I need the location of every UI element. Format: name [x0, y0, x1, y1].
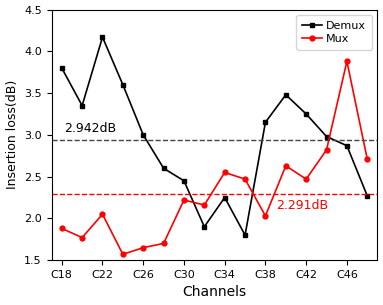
Demux: [365, 194, 370, 198]
Demux: [263, 120, 268, 124]
Demux: [141, 133, 146, 137]
Mux: [100, 212, 105, 216]
Mux: [263, 214, 268, 218]
Demux: [161, 167, 166, 170]
Line: Demux: Demux: [59, 35, 370, 238]
Mux: [223, 170, 227, 174]
Demux: [202, 225, 207, 228]
Demux: [182, 179, 186, 183]
X-axis label: Channels: Channels: [182, 285, 247, 300]
Mux: [345, 59, 349, 63]
Demux: [345, 144, 349, 148]
Demux: [223, 196, 227, 199]
Demux: [59, 66, 64, 70]
Mux: [243, 177, 247, 181]
Demux: [121, 83, 125, 87]
Mux: [121, 253, 125, 256]
Mux: [80, 236, 84, 239]
Y-axis label: Insertion loss(dB): Insertion loss(dB): [6, 80, 18, 189]
Line: Mux: Mux: [59, 59, 370, 257]
Mux: [182, 198, 186, 202]
Text: 2.291dB: 2.291dB: [277, 199, 329, 212]
Demux: [324, 135, 329, 138]
Mux: [324, 148, 329, 152]
Demux: [243, 233, 247, 237]
Demux: [283, 93, 288, 97]
Text: 2.942dB: 2.942dB: [65, 122, 117, 135]
Mux: [59, 227, 64, 230]
Mux: [283, 164, 288, 168]
Mux: [141, 246, 146, 249]
Legend: Demux, Mux: Demux, Mux: [296, 15, 372, 49]
Demux: [304, 112, 308, 116]
Mux: [304, 177, 308, 181]
Demux: [80, 104, 84, 107]
Demux: [100, 35, 105, 39]
Mux: [202, 203, 207, 207]
Mux: [161, 242, 166, 245]
Mux: [365, 157, 370, 161]
